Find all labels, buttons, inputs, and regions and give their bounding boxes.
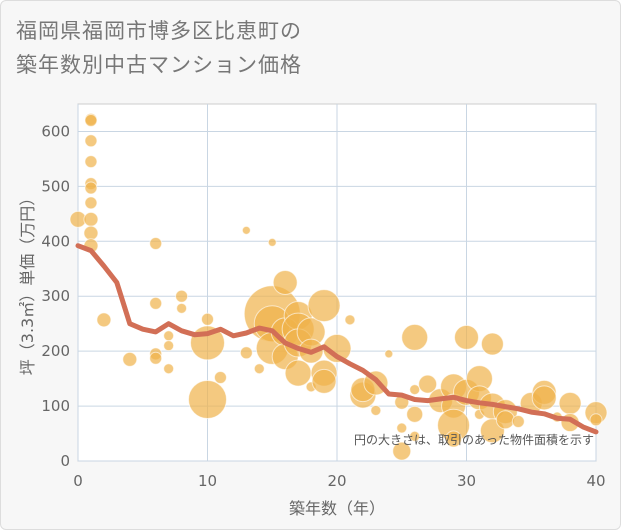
y-tick-label: 300 xyxy=(41,287,70,305)
data-bubble xyxy=(418,374,438,394)
data-bubble xyxy=(311,368,337,394)
trend-line xyxy=(75,243,599,435)
data-bubble xyxy=(241,225,251,235)
chart-title-line2: 築年数別中古マンション価格 xyxy=(16,53,302,77)
data-bubble xyxy=(396,422,408,434)
x-tick-label: 20 xyxy=(327,472,346,490)
data-bubble xyxy=(384,349,394,359)
data-bubble xyxy=(267,237,277,247)
data-bubble xyxy=(188,379,227,419)
data-bubble xyxy=(284,359,312,387)
data-bubble xyxy=(409,384,421,396)
data-bubble xyxy=(370,404,382,416)
data-bubble xyxy=(122,351,138,367)
data-bubble xyxy=(84,181,98,195)
data-bubble xyxy=(149,296,163,310)
data-bubble xyxy=(163,340,175,352)
data-bubble xyxy=(239,346,253,360)
data-bubble xyxy=(409,430,421,442)
data-bubble xyxy=(163,363,175,375)
y-tick-label: 100 xyxy=(41,397,70,415)
x-axis-label: 築年数（年） xyxy=(289,499,385,518)
data-bubble xyxy=(84,155,98,169)
data-bubble xyxy=(344,314,356,326)
data-bubble xyxy=(392,441,412,461)
data-bubble xyxy=(480,332,504,356)
data-bubble xyxy=(307,289,341,323)
chart-title: 福岡県福岡市博多区比恵町の 築年数別中古マンション価格 xyxy=(16,14,456,82)
y-tick-label: 500 xyxy=(41,177,70,195)
data-bubble xyxy=(163,330,175,342)
axis-ticks: 0 100 200 300 400 500 600 0 10 20 30 40 xyxy=(41,122,605,490)
data-bubble xyxy=(213,371,227,385)
size-note: 円の大きさは、取引のあった物件面積を示す xyxy=(354,432,594,447)
data-bubble xyxy=(83,211,99,227)
data-bubble xyxy=(201,312,214,326)
data-bubble xyxy=(531,385,557,411)
data-bubble xyxy=(176,302,188,314)
data-bubble xyxy=(149,351,163,365)
data-bubble xyxy=(401,323,429,351)
data-bubble xyxy=(84,196,98,210)
data-bubble xyxy=(589,413,603,427)
x-tick-label: 30 xyxy=(457,472,476,490)
y-tick-label: 600 xyxy=(41,122,70,140)
data-bubble xyxy=(253,363,265,375)
y-tick-label: 0 xyxy=(60,452,70,470)
x-tick-label: 10 xyxy=(198,472,217,490)
data-bubble xyxy=(84,134,98,148)
y-tick-label: 200 xyxy=(41,342,70,360)
data-bubble xyxy=(96,312,112,328)
data-bubble xyxy=(495,410,515,430)
bubble-series xyxy=(69,112,608,461)
data-bubble xyxy=(406,405,424,423)
chart-title-line1: 福岡県福岡市博多区比恵町の xyxy=(16,19,302,43)
data-bubble xyxy=(445,430,463,448)
data-bubble xyxy=(84,113,98,127)
y-tick-label: 400 xyxy=(41,232,70,250)
data-bubble xyxy=(272,270,298,295)
x-tick-label: 40 xyxy=(586,472,605,490)
data-bubble xyxy=(558,391,582,415)
x-tick-label: 0 xyxy=(73,472,83,490)
y-axis-label: 坪（3.3㎡）単価（万円） xyxy=(18,190,37,375)
trend-line-series xyxy=(75,243,599,435)
data-bubble xyxy=(83,225,99,241)
data-bubble xyxy=(511,414,525,428)
data-bubble xyxy=(149,237,163,251)
data-bubble xyxy=(175,289,189,303)
data-bubble xyxy=(454,324,479,350)
